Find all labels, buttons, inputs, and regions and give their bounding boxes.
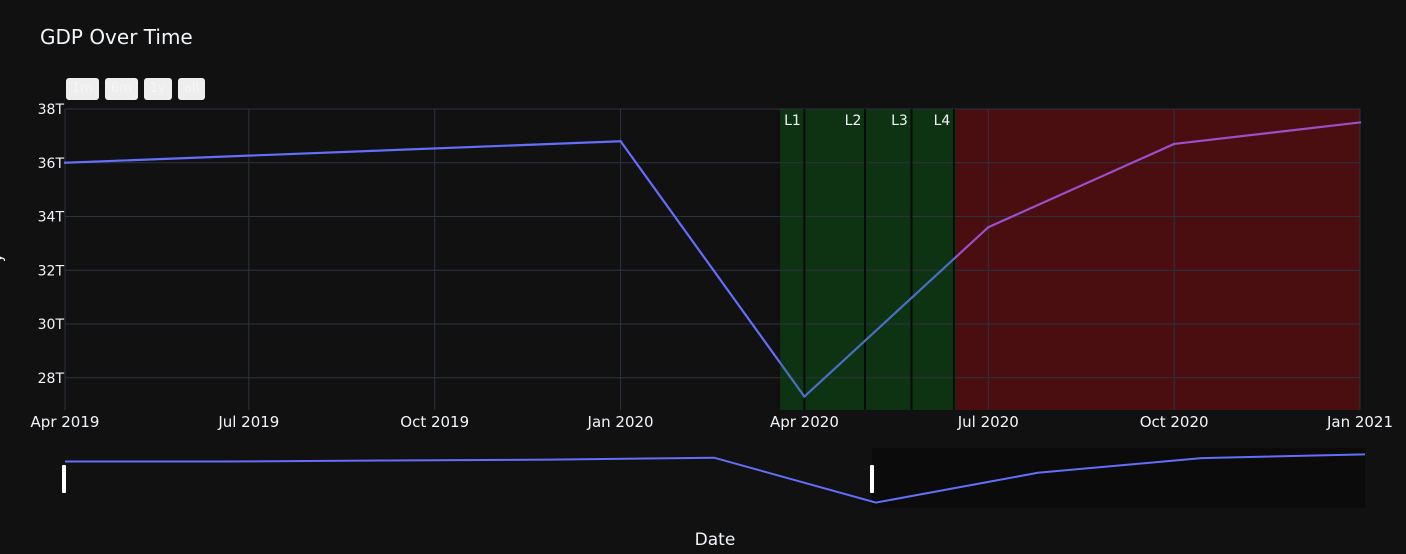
x-tick-label: Oct 2019 xyxy=(400,413,469,431)
chart-title: GDP Over Time xyxy=(40,25,193,49)
series-line-segment xyxy=(779,361,806,398)
series-line-segment xyxy=(63,140,622,164)
range-button-6m[interactable]: 6m xyxy=(104,78,138,100)
y-tick-label: 32T xyxy=(38,263,65,279)
data-point xyxy=(1358,121,1362,124)
data-point xyxy=(803,395,806,398)
x-tick-label: Jul 2020 xyxy=(957,413,1019,431)
data-point xyxy=(1172,142,1176,146)
marker-label-l2: L2 xyxy=(845,113,862,129)
y-tick-label: 36T xyxy=(38,156,65,172)
series-line-segment xyxy=(987,142,1176,229)
slider-left-handle xyxy=(62,465,66,493)
x-tick-label: Apr 2019 xyxy=(31,413,100,431)
x-tick-label: Jan 2020 xyxy=(587,413,654,431)
y-tick-label: 30T xyxy=(38,317,65,333)
series-line-segment xyxy=(619,140,782,364)
slider-mask xyxy=(872,448,1365,508)
data-point xyxy=(619,140,622,143)
shaded-region-2 xyxy=(955,109,1360,410)
y-tick-label: 34T xyxy=(38,210,65,226)
range-button-1y[interactable]: 1y xyxy=(143,78,172,100)
x-tick-label: Apr 2020 xyxy=(770,413,839,431)
slider-series-line xyxy=(65,453,1366,504)
series-line-segment xyxy=(1173,121,1362,146)
x-axis-label: Date xyxy=(694,530,736,550)
range-slider[interactable] xyxy=(62,448,1366,508)
slider-right-handle xyxy=(870,465,874,493)
x-tick-label: Jul 2019 xyxy=(217,413,279,431)
marker-label-l4: L4 xyxy=(934,113,951,129)
range-selector: 1m 6m 1y all xyxy=(66,78,206,100)
data-point xyxy=(987,226,990,229)
data-point xyxy=(63,161,67,164)
marker-label-l1: L1 xyxy=(784,113,801,129)
x-tick-label: Oct 2020 xyxy=(1140,413,1209,431)
range-button-1m[interactable]: 1m xyxy=(66,78,99,100)
marker-label-l3: L3 xyxy=(891,113,908,129)
main-plot-area[interactable]: L1 L2 L3 L4 28T 30T 32T 34T 36T 38T Apr 2019 Jul 20… xyxy=(31,102,1393,431)
series-line-segment xyxy=(803,255,958,398)
y-tick-label: 28T xyxy=(38,371,65,387)
range-button-all[interactable]: all xyxy=(177,78,206,100)
shaded-region-1 xyxy=(780,109,956,410)
series-line-segment xyxy=(954,226,990,259)
y-tick-label: 38T xyxy=(38,102,65,118)
x-tick-label: Jan 2021 xyxy=(1326,413,1393,431)
